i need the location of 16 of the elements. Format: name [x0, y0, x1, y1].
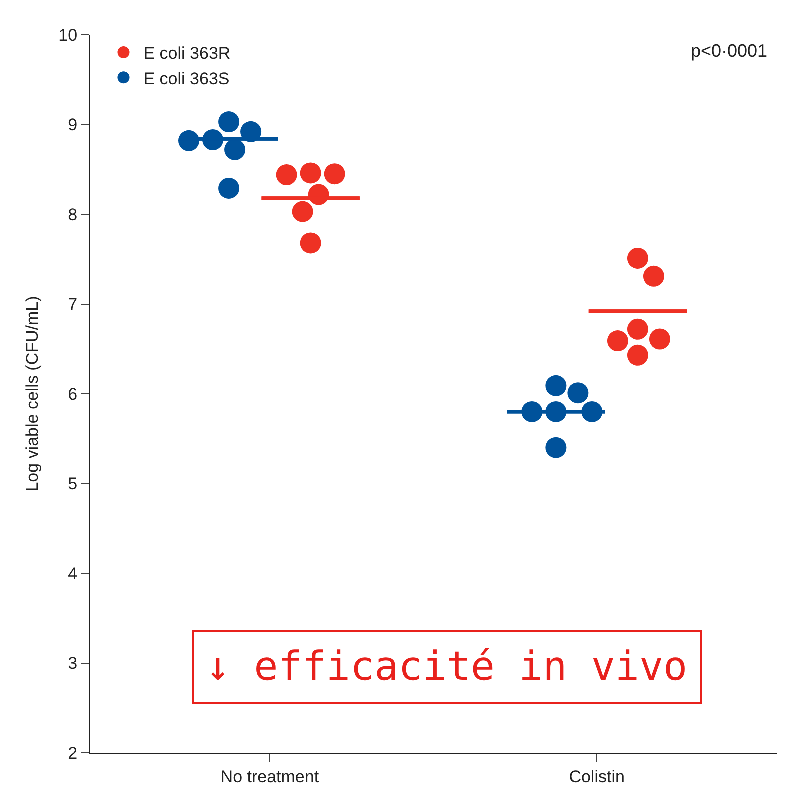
y-tick-label: 3: [68, 654, 78, 674]
annotation: ↓ efficacité in vivo: [206, 644, 688, 690]
annotation: p<0·0001: [691, 41, 768, 61]
y-tick-label: 2: [68, 744, 78, 763]
y-tick-label: 5: [68, 474, 78, 494]
x-tick-label: Colistin: [569, 767, 625, 786]
y-axis-title: Log viable cells (CFU/mL): [23, 296, 42, 492]
y-tick-label: 6: [68, 384, 78, 404]
y-tick-label: 9: [68, 116, 78, 135]
y-tick-label: 4: [68, 564, 78, 584]
legend-label: E coli 363R: [144, 44, 231, 64]
y-tick-label: 8: [68, 205, 78, 224]
legend-label: E coli 363S: [144, 69, 230, 88]
y-tick-label: 7: [68, 295, 78, 314]
y-tick-label: 10: [58, 26, 78, 45]
x-tick-label: No treatment: [220, 767, 320, 786]
